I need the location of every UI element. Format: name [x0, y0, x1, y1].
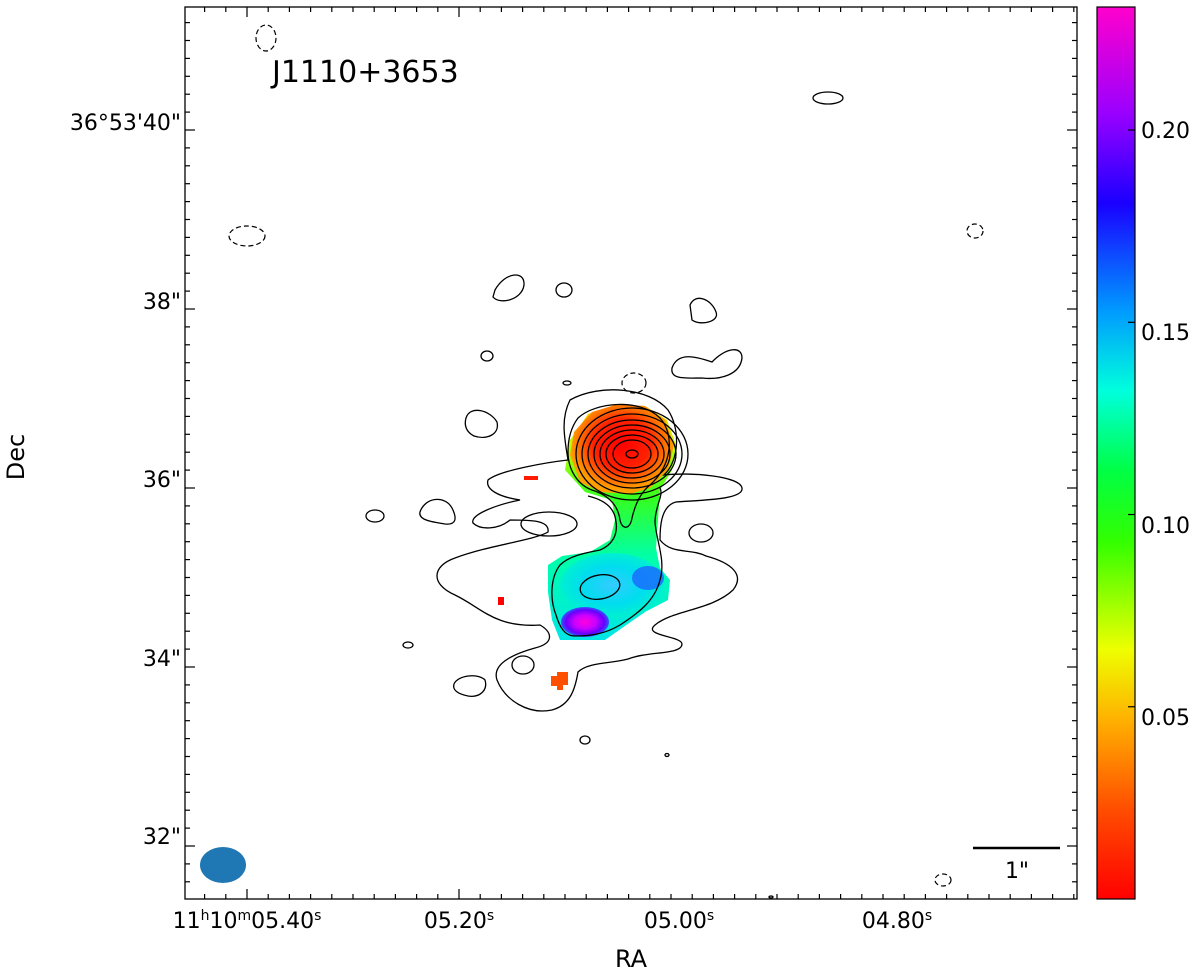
contour-blob: [511, 655, 535, 675]
contour-blob: [452, 675, 487, 697]
colorbar-tick-labels: 0.05 0.10 0.15 0.20: [1141, 119, 1190, 731]
chart-title: J1110+3653: [270, 55, 459, 90]
contour-lobe: [579, 574, 621, 600]
y-tick-labels: 36°53'40" 38" 36" 34" 32": [70, 111, 181, 850]
y-axis-label: Dec: [2, 434, 30, 480]
lobe-dark-spot: [632, 566, 664, 590]
negative-contour: [228, 225, 266, 247]
contour-core-ring: [593, 424, 671, 484]
contour-blob: [555, 282, 573, 298]
negative-contours: [228, 24, 984, 887]
y-tick-label: 36": [143, 468, 181, 493]
contour-outer: [436, 389, 743, 712]
contour-blob: [402, 641, 414, 649]
contour-core-ring: [605, 434, 659, 474]
contour-core-ring: [599, 429, 665, 479]
contour-core: [567, 403, 670, 528]
axis-ticks: [185, 7, 1077, 899]
contour-blob: [688, 523, 714, 543]
x-tick-labels: 11h10m05.40s 05.20s 05.00s 04.80s: [173, 908, 933, 934]
beam-ellipse: [200, 847, 246, 883]
contour-blob: [464, 409, 499, 438]
orange-pixel: [551, 672, 568, 690]
contour-core-ring: [581, 413, 683, 495]
contour-blob: [419, 498, 456, 525]
contour-core-ring: [575, 407, 689, 501]
contour-core-ring: [587, 419, 677, 489]
negative-contour: [934, 873, 952, 887]
contour-blob: [365, 509, 385, 523]
colorbar-tick-label: 0.10: [1141, 514, 1190, 539]
contour-island: [520, 511, 578, 537]
plot-frame: [184, 6, 1078, 900]
y-tick-label: 36°53'40": [70, 111, 181, 136]
red-pixel: [524, 476, 538, 480]
y-tick-label: 34": [143, 647, 181, 672]
contour-blob: [492, 274, 525, 302]
x-tick-label: 04.80s: [862, 908, 932, 934]
contour-core-ring: [625, 449, 639, 459]
x-tick-label: 05.00s: [644, 908, 714, 934]
y-tick-label: 38": [143, 290, 181, 315]
colorbar: [1096, 6, 1136, 900]
colorbar-ticks: [1128, 129, 1135, 708]
colorbar-tick-label: 0.15: [1141, 321, 1190, 346]
x-tick-label: 11h10m05.40s: [173, 908, 322, 934]
contour-blob: [812, 91, 844, 105]
negative-contour: [255, 24, 277, 52]
scale-bar-label: 1": [1005, 859, 1029, 884]
emission-map: [200, 24, 1060, 899]
colorbar-tick-label: 0.05: [1141, 706, 1190, 731]
contour-blob: [768, 895, 774, 899]
contour-jet: [551, 487, 663, 637]
contour-blob: [664, 752, 670, 758]
colorbar-tick-label: 0.20: [1141, 119, 1190, 144]
contour-blob: [480, 350, 494, 362]
contour-core-ring: [612, 439, 652, 469]
negative-contour: [621, 372, 647, 394]
x-axis-label: RA: [615, 945, 648, 973]
red-pixel: [498, 597, 504, 605]
contour-blob: [689, 297, 718, 324]
y-tick-label: 32": [143, 825, 181, 850]
contour-blob: [579, 735, 591, 745]
contour-blob: [671, 349, 743, 380]
x-tick-label: 05.20s: [424, 908, 494, 934]
negative-contour: [966, 223, 984, 239]
contour-blob: [562, 380, 572, 386]
contours: [365, 91, 844, 899]
hotspot-region: [561, 607, 609, 637]
